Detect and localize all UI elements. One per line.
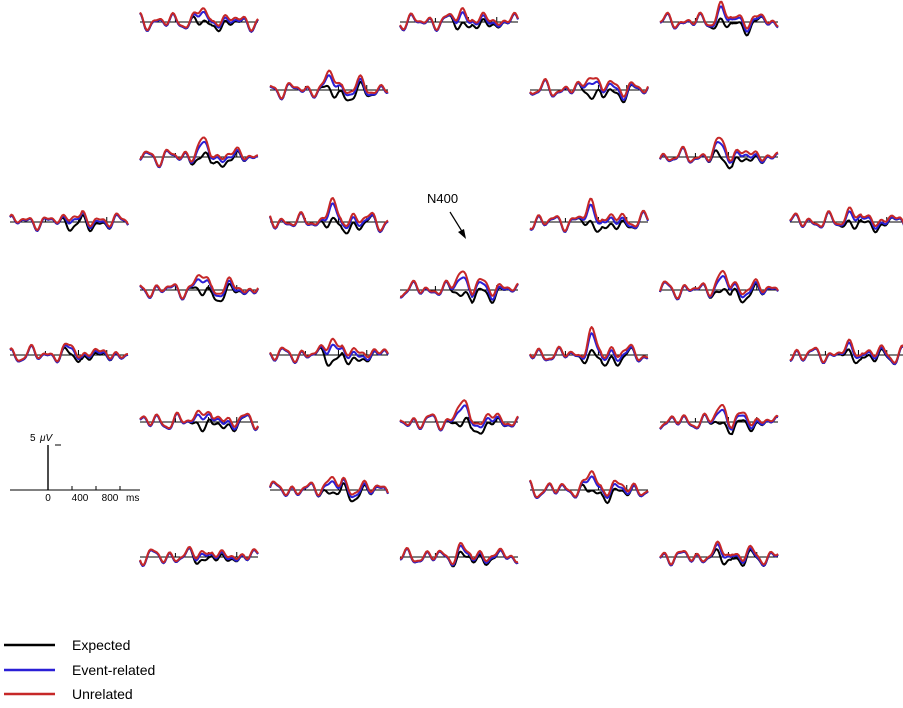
erp-line-unrelated	[269, 197, 389, 232]
erp-line-unrelated	[529, 326, 649, 362]
erp-line-unrelated	[399, 541, 519, 566]
time-tick-0: 0	[45, 493, 51, 504]
erp-line-expected	[399, 547, 519, 568]
time-tick-800: 800	[102, 493, 119, 504]
electrode-plot	[269, 337, 389, 367]
erp-line-unrelated	[139, 274, 259, 300]
electrode-plot	[399, 7, 519, 32]
arrow-head-icon	[458, 229, 466, 239]
legend-label-expected: Expected	[72, 637, 130, 653]
erp-line-unrelated	[269, 337, 389, 364]
electrode-plot	[399, 399, 519, 435]
n400-annotation: N400	[427, 191, 466, 239]
electrode-plot	[789, 206, 903, 234]
electrode-plot	[529, 470, 649, 505]
electrode-plot	[139, 136, 259, 169]
electrode-plot	[269, 476, 389, 503]
electrode-plot	[139, 274, 259, 303]
electrode-plot	[659, 540, 779, 567]
erp-line-unrelated	[659, 404, 779, 430]
erp-line-expected	[529, 346, 649, 367]
electrode-grid	[9, 0, 903, 568]
erp-line-unrelated	[139, 409, 259, 431]
electrode-plot	[399, 541, 519, 568]
scale-bar: 5 μV 0 400 800 ms	[10, 433, 140, 504]
electrode-plot	[269, 69, 389, 102]
erp-line-unrelated	[529, 470, 649, 499]
erp-line-unrelated	[9, 342, 129, 363]
electrode-plot	[529, 326, 649, 367]
erp-line-unrelated	[139, 545, 259, 567]
electrode-plot	[399, 270, 519, 304]
electrode-plot	[9, 342, 129, 364]
electrode-plot	[659, 136, 779, 170]
erp-line-unrelated	[789, 338, 903, 364]
erp-line-event-related	[659, 408, 779, 431]
erp-line-unrelated	[529, 77, 649, 98]
erp-line-unrelated	[399, 7, 519, 31]
erp-line-unrelated	[139, 136, 259, 168]
time-tick-400: 400	[72, 493, 89, 504]
amplitude-unit: μV	[39, 433, 53, 444]
legend-label-event-related: Event-related	[72, 662, 155, 678]
legend: Expected Event-related Unrelated	[4, 637, 155, 702]
electrode-plot	[529, 197, 649, 233]
erp-line-unrelated	[9, 210, 129, 231]
electrode-plot	[659, 0, 779, 37]
time-unit: ms	[126, 493, 139, 504]
electrode-plot	[789, 338, 903, 366]
erp-line-unrelated	[269, 476, 389, 497]
electrode-plot	[659, 269, 779, 304]
erp-line-unrelated	[659, 269, 779, 300]
erp-line-unrelated	[659, 0, 779, 30]
electrode-plot	[659, 404, 779, 436]
legend-label-unrelated: Unrelated	[72, 686, 133, 702]
electrode-plot	[139, 545, 259, 567]
erp-line-unrelated	[269, 69, 389, 100]
electrode-plot	[9, 210, 129, 233]
erp-line-unrelated	[139, 7, 259, 32]
erp-line-unrelated	[659, 540, 779, 566]
n400-label: N400	[427, 191, 458, 206]
erp-line-unrelated	[529, 197, 649, 232]
electrode-plot	[139, 409, 259, 433]
erp-line-unrelated	[659, 136, 779, 163]
erp-line-unrelated	[399, 270, 519, 298]
amplitude-value: 5	[30, 433, 36, 444]
erp-line-unrelated	[399, 399, 519, 431]
erp-line-unrelated	[789, 206, 903, 228]
electrode-plot	[139, 7, 259, 33]
electrode-plot	[529, 77, 649, 104]
electrode-plot	[269, 197, 389, 235]
